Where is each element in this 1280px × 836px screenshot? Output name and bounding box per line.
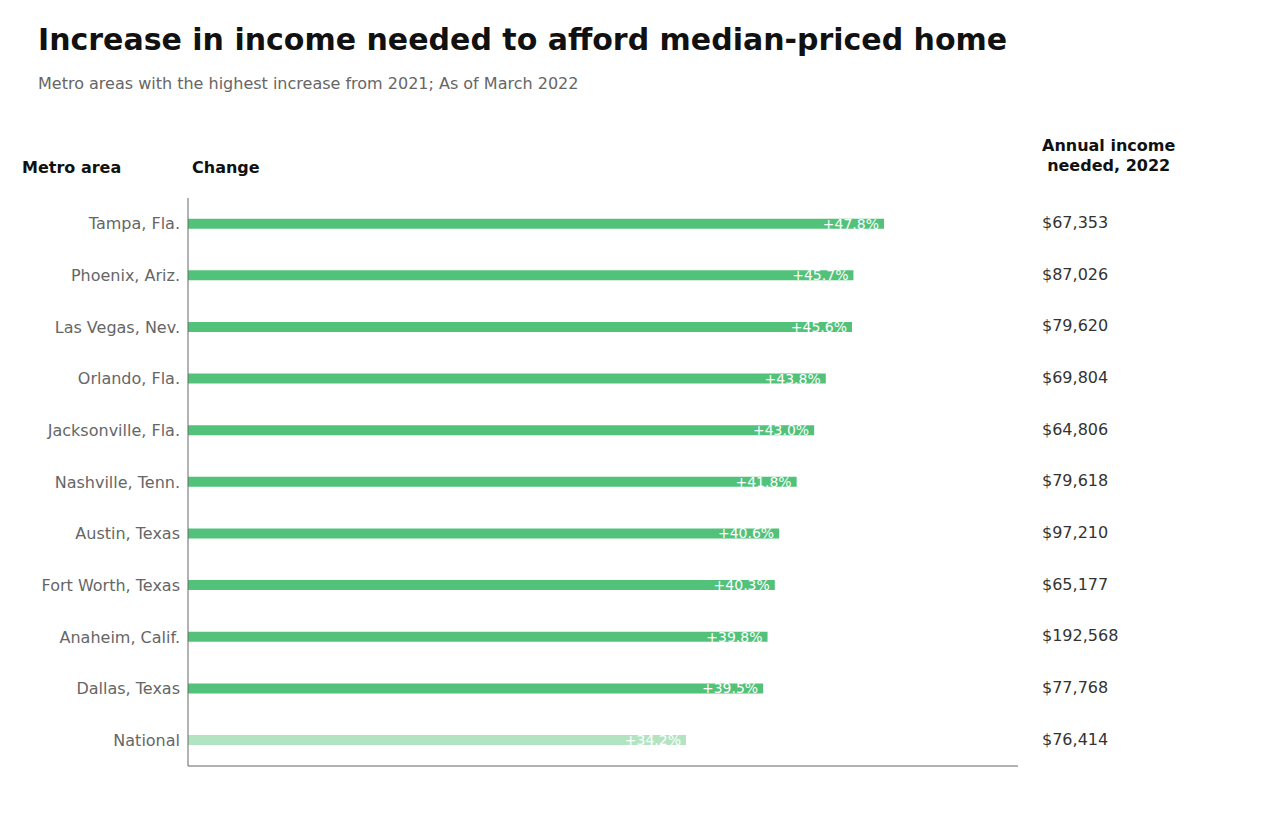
svg-text:Orlando, Fla.: Orlando, Fla. bbox=[78, 369, 180, 388]
svg-text:Tampa, Fla.: Tampa, Fla. bbox=[88, 214, 180, 233]
svg-text:+43.8%: +43.8% bbox=[765, 371, 821, 387]
svg-text:+45.7%: +45.7% bbox=[792, 267, 848, 283]
html-text:Metro areas with the highest i: Metro areas with the highest increase fr… bbox=[38, 74, 579, 93]
svg-text:Phoenix, Ariz.: Phoenix, Ariz. bbox=[71, 266, 180, 285]
svg-text:Anaheim, Calif.: Anaheim, Calif. bbox=[60, 628, 181, 647]
html-text:Increase in income needed to a: Increase in income needed to afford medi… bbox=[38, 22, 1008, 57]
svg-text:+47.8%: +47.8% bbox=[823, 216, 879, 232]
html-text:Metro area: Metro area bbox=[22, 158, 122, 177]
svg-text:Jacksonville, Fla.: Jacksonville, Fla. bbox=[47, 421, 180, 440]
html-text:Change: Change bbox=[192, 158, 260, 177]
svg-text:+40.3%: +40.3% bbox=[714, 577, 770, 593]
svg-text:+39.5%: +39.5% bbox=[702, 680, 758, 696]
svg-text:Austin, Texas: Austin, Texas bbox=[75, 524, 180, 543]
svg-text:$97,210: $97,210 bbox=[1042, 523, 1108, 542]
svg-text:$192,568: $192,568 bbox=[1042, 626, 1118, 645]
svg-text:Fort Worth, Texas: Fort Worth, Texas bbox=[42, 576, 180, 595]
svg-text:National: National bbox=[113, 731, 180, 750]
svg-text:Las Vegas, Nev.: Las Vegas, Nev. bbox=[55, 318, 180, 337]
svg-text:+34.2%: +34.2% bbox=[625, 732, 681, 748]
svg-text:$69,804: $69,804 bbox=[1042, 368, 1108, 387]
svg-text:$67,353: $67,353 bbox=[1042, 213, 1108, 232]
svg-text:+40.6%: +40.6% bbox=[718, 525, 774, 541]
svg-text:$87,026: $87,026 bbox=[1042, 265, 1108, 284]
svg-text:+39.8%: +39.8% bbox=[706, 629, 762, 645]
svg-text:$76,414: $76,414 bbox=[1042, 730, 1108, 749]
svg-text:$77,768: $77,768 bbox=[1042, 678, 1108, 697]
svg-text:$79,620: $79,620 bbox=[1042, 316, 1108, 335]
svg-text:$79,618: $79,618 bbox=[1042, 471, 1108, 490]
svg-text:+41.8%: +41.8% bbox=[735, 474, 791, 490]
svg-text:+43.0%: +43.0% bbox=[753, 422, 809, 438]
svg-text:Nashville, Tenn.: Nashville, Tenn. bbox=[55, 473, 180, 492]
svg-text:Dallas, Texas: Dallas, Texas bbox=[76, 679, 180, 698]
svg-text:$64,806: $64,806 bbox=[1042, 420, 1108, 439]
html-text:Annual income needed, 2022: Annual income needed, 2022 bbox=[1042, 136, 1176, 175]
svg-text:+45.6%: +45.6% bbox=[791, 319, 847, 335]
svg-text:$65,177: $65,177 bbox=[1042, 575, 1108, 594]
